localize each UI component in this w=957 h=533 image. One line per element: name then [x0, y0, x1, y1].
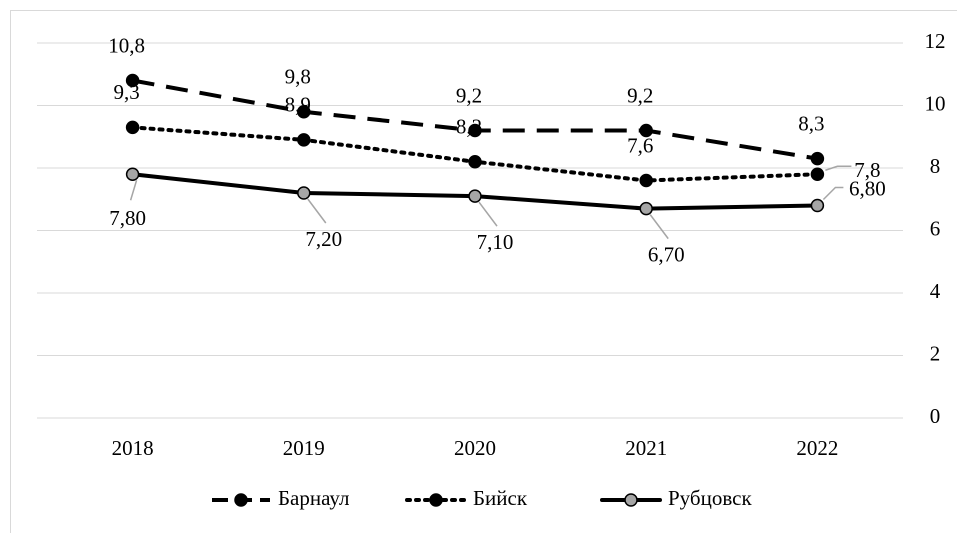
data-label: 6,70 [648, 242, 685, 266]
marker [297, 133, 311, 147]
data-label: 7,80 [109, 206, 146, 230]
data-label: 8,3 [798, 111, 824, 135]
marker [468, 155, 482, 169]
chart-border [10, 10, 957, 533]
marker [639, 123, 653, 138]
marker [125, 73, 140, 88]
data-label: 6,80 [849, 176, 886, 200]
leader-line [307, 198, 327, 224]
marker [639, 173, 653, 188]
leader-line [822, 186, 844, 201]
x-tick-label: 2020 [454, 436, 496, 460]
marker [297, 186, 311, 200]
data-label: 7,8 [854, 158, 880, 182]
data-label: 10,8 [108, 33, 145, 57]
leader-line [478, 201, 498, 227]
data-label: 9,2 [627, 83, 653, 107]
marker [810, 198, 825, 213]
legend-marker [429, 493, 443, 507]
marker [810, 151, 825, 166]
marker [468, 123, 482, 138]
x-tick-label: 2019 [283, 436, 325, 460]
x-tick-label: 2018 [112, 436, 154, 460]
legend-label: Рубцовск [668, 486, 752, 510]
y-tick-label: 4 [930, 279, 941, 303]
marker [810, 167, 825, 181]
leader-line [649, 214, 669, 240]
marker [297, 105, 311, 119]
x-tick-label: 2021 [625, 436, 667, 460]
y-tick-label: 10 [925, 91, 946, 115]
y-tick-label: 2 [930, 341, 941, 365]
data-label: 7,10 [477, 230, 514, 254]
data-label: 9,3 [113, 80, 139, 104]
legend-marker [624, 493, 638, 507]
leader-line [825, 165, 852, 171]
data-label: 8,9 [285, 93, 311, 117]
y-tick-label: 0 [930, 404, 941, 428]
data-label: 7,6 [627, 133, 653, 157]
y-tick-label: 6 [930, 216, 941, 240]
marker [639, 201, 653, 216]
legend-marker [234, 493, 248, 507]
y-tick-label: 8 [930, 154, 941, 178]
x-tick-label: 2022 [796, 436, 838, 460]
data-label: 8,2 [456, 115, 482, 139]
marker [125, 120, 140, 135]
marker [125, 167, 140, 181]
data-label: 9,8 [285, 65, 311, 89]
leader-line [129, 180, 138, 201]
marker [468, 189, 482, 203]
data-label: 7,20 [305, 227, 342, 251]
legend-label: Барнаул [278, 486, 349, 510]
data-label: 9,2 [456, 83, 482, 107]
legend-label: Бийск [473, 486, 528, 510]
y-tick-label: 12 [925, 29, 946, 53]
